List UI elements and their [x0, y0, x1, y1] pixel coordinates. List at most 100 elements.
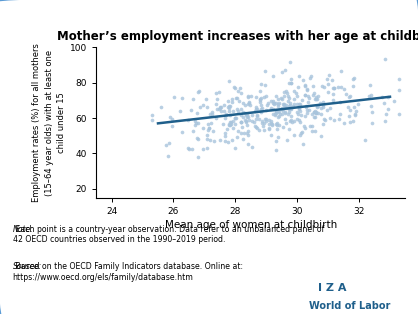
Point: [314, 97, 321, 102]
Point: [384, 94, 391, 99]
Point: [262, 93, 269, 98]
Point: [365, 94, 372, 99]
Point: [272, 100, 279, 105]
Point: [225, 99, 232, 104]
Point: [303, 108, 310, 113]
Text: Source:: Source:: [13, 262, 42, 271]
Point: [227, 112, 233, 117]
Point: [291, 118, 298, 123]
Point: [310, 109, 317, 114]
Point: [268, 123, 275, 128]
Point: [229, 100, 235, 105]
Point: [277, 96, 284, 101]
Point: [296, 102, 303, 107]
Point: [302, 82, 308, 87]
Point: [245, 93, 251, 98]
Point: [265, 101, 272, 106]
Point: [213, 90, 219, 95]
Point: [225, 104, 232, 109]
Point: [312, 110, 319, 115]
Point: [315, 111, 321, 116]
Point: [231, 84, 237, 89]
Point: [279, 111, 285, 116]
Point: [291, 133, 297, 138]
Point: [396, 88, 403, 93]
Point: [306, 95, 312, 100]
Point: [352, 109, 359, 114]
Point: [302, 113, 308, 118]
Point: [255, 116, 262, 121]
Point: [324, 107, 330, 112]
Point: [263, 119, 270, 124]
Point: [320, 99, 326, 104]
Point: [208, 121, 214, 126]
Point: [324, 81, 331, 86]
Point: [245, 128, 252, 133]
Point: [196, 105, 203, 110]
Point: [298, 97, 305, 102]
Point: [313, 97, 319, 102]
Point: [257, 100, 263, 105]
Point: [194, 136, 201, 141]
Point: [308, 74, 315, 79]
Point: [269, 73, 276, 78]
Point: [204, 136, 211, 141]
Point: [312, 114, 319, 119]
Point: [237, 112, 244, 117]
Point: [263, 107, 270, 112]
Point: [340, 121, 347, 126]
Point: [252, 107, 259, 112]
Point: [205, 127, 212, 132]
Point: [272, 111, 278, 116]
Point: [237, 90, 244, 95]
Point: [251, 120, 258, 125]
Text: Based on the OECD Family Indicators database. Online at:
https://www.oecd.org/el: Based on the OECD Family Indicators data…: [13, 262, 242, 282]
Point: [316, 100, 323, 106]
Point: [270, 101, 277, 106]
Point: [257, 98, 263, 103]
Point: [281, 117, 288, 122]
Point: [243, 112, 250, 117]
Point: [336, 117, 342, 122]
Point: [233, 107, 240, 112]
Point: [329, 86, 336, 91]
Point: [232, 116, 238, 121]
Point: [302, 125, 309, 130]
Text: Each point is a country-year observation. Data refer to an unbalanced panel of
4: Each point is a country-year observation…: [13, 225, 324, 244]
Point: [281, 102, 288, 107]
Point: [242, 120, 249, 125]
Point: [243, 118, 250, 123]
Point: [294, 116, 301, 122]
Point: [283, 88, 289, 93]
Point: [273, 127, 280, 132]
Point: [270, 98, 276, 103]
Point: [327, 116, 334, 121]
Point: [244, 122, 250, 127]
Text: I Z A: I Z A: [318, 283, 346, 293]
Point: [367, 93, 374, 98]
Point: [244, 112, 251, 117]
Point: [189, 147, 195, 152]
Point: [336, 111, 343, 116]
Point: [305, 100, 312, 105]
Point: [319, 121, 326, 126]
Point: [347, 120, 354, 125]
Point: [209, 109, 215, 114]
Point: [166, 114, 173, 119]
Point: [285, 104, 292, 109]
Point: [275, 122, 282, 127]
Point: [204, 132, 210, 137]
Point: [287, 106, 293, 111]
Point: [194, 110, 200, 115]
Point: [288, 106, 295, 111]
Point: [227, 121, 234, 126]
Text: Note:: Note:: [13, 225, 33, 234]
Point: [232, 116, 239, 121]
Point: [234, 109, 241, 114]
Point: [194, 121, 201, 126]
Point: [312, 95, 319, 100]
Point: [257, 103, 264, 108]
Point: [345, 105, 352, 110]
Point: [272, 113, 278, 118]
Point: [206, 126, 213, 131]
